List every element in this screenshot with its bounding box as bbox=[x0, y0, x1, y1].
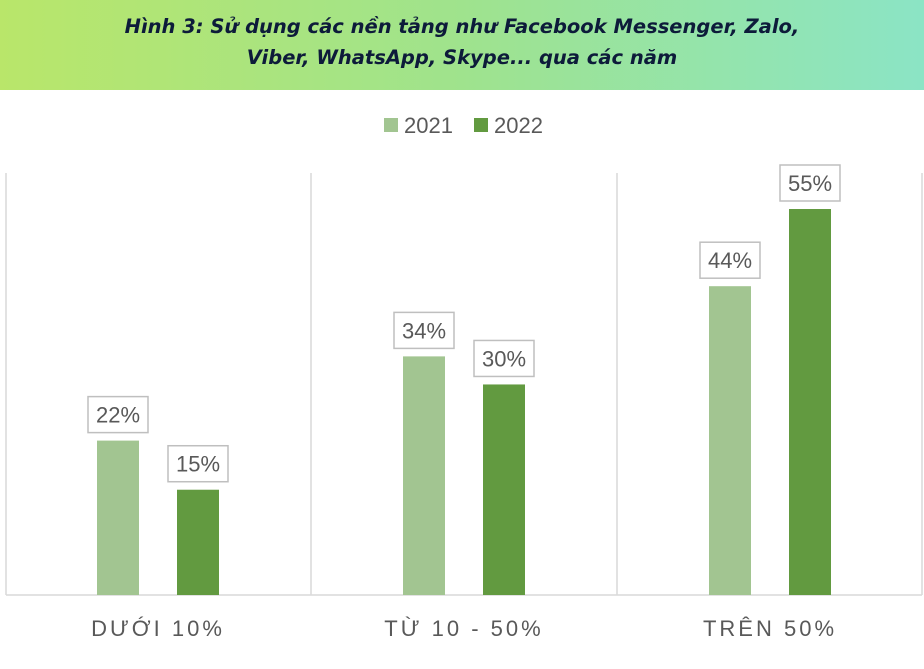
bar-2021-2 bbox=[709, 286, 751, 595]
chart-title-line-1: Hình 3: Sử dụng các nền tảng như Faceboo… bbox=[124, 15, 800, 38]
data-label-box-2021-2 bbox=[699, 241, 761, 279]
legend-label-2022: 2022 bbox=[494, 113, 543, 138]
chart-title-line-2: Viber, WhatsApp, Skype... qua các năm bbox=[246, 46, 678, 69]
data-label-2021-0: 22% bbox=[96, 403, 140, 428]
bar-2022-0 bbox=[177, 489, 219, 595]
data-label-2022-0: 15% bbox=[176, 452, 220, 477]
data-label-2021-2: 44% bbox=[708, 248, 752, 273]
legend-swatch-2021 bbox=[384, 118, 398, 132]
x-tick-label-0: DƯỚI 10% bbox=[91, 616, 225, 641]
legend-label-2021: 2021 bbox=[404, 113, 453, 138]
data-label-2021-1: 34% bbox=[402, 318, 446, 343]
bar-2022-2 bbox=[789, 209, 831, 595]
data-label-box-2022-1 bbox=[473, 339, 535, 378]
bar-2021-1 bbox=[403, 356, 445, 595]
bar-chart: 2021 2022 22% 34% 44% 15% 30% 55% DƯỚI 10% TỪ 10 … bbox=[5, 113, 923, 641]
bar-2021-0 bbox=[97, 440, 139, 595]
x-tick-label-1: TỪ 10 - 50% bbox=[384, 616, 543, 641]
data-label-box-2021-0 bbox=[87, 395, 149, 434]
title-banner: Hình 3: Sử dụng các nền tảng như Faceboo… bbox=[0, 0, 924, 90]
data-label-2022-1: 30% bbox=[482, 346, 526, 371]
x-tick-label-2: TRÊN 50% bbox=[703, 616, 837, 641]
data-label-box-2022-0 bbox=[167, 444, 229, 483]
bar-2022-1 bbox=[483, 384, 525, 595]
legend-swatch-2022 bbox=[474, 118, 488, 132]
data-label-box-2021-1 bbox=[393, 311, 455, 350]
data-label-box-2022-2 bbox=[779, 164, 841, 202]
data-label-2022-2: 55% bbox=[788, 171, 832, 196]
